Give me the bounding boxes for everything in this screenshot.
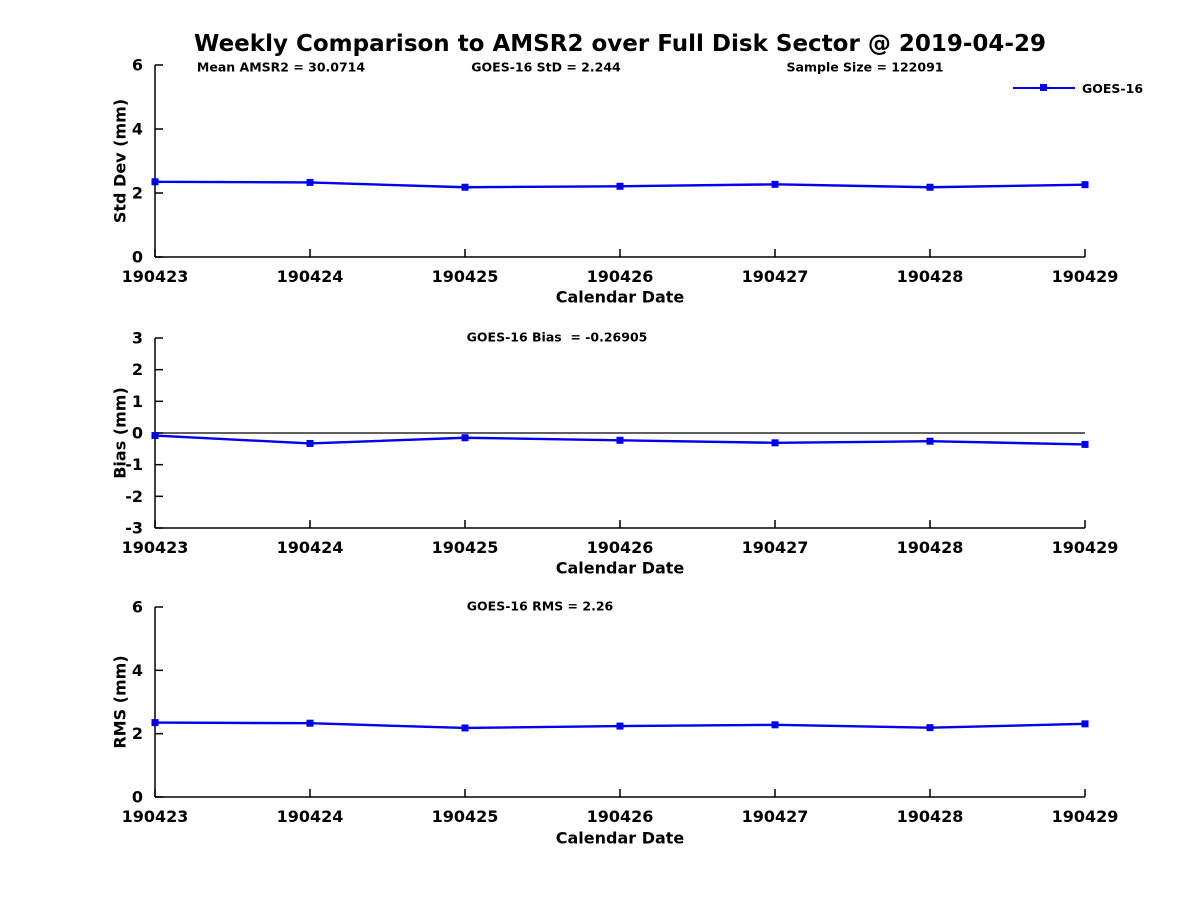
y-tick-label: 6 xyxy=(132,56,143,75)
x-tick-label: 190424 xyxy=(277,538,344,557)
x-tick-label: 190423 xyxy=(122,807,189,826)
data-point-marker xyxy=(151,719,159,727)
data-point-marker xyxy=(151,178,159,186)
data-point-marker xyxy=(461,724,469,732)
data-point-marker xyxy=(926,437,934,445)
stat-goes16-std: GOES-16 StD = 2.244 xyxy=(471,59,621,75)
data-point-marker xyxy=(151,432,159,440)
xlabel-std-dev: Calendar Date xyxy=(555,287,685,307)
legend: GOES-16 xyxy=(1013,80,1144,96)
data-point-marker xyxy=(616,182,624,190)
stat-sample-size: Sample Size = 122091 xyxy=(786,59,944,75)
x-tick-label: 190424 xyxy=(277,267,344,286)
legend-marker-icon xyxy=(1040,84,1047,92)
y-tick-label: 0 xyxy=(132,788,143,807)
stat-goes16-bias: GOES-16 Bias = -0.26905 xyxy=(466,329,648,345)
data-point-marker xyxy=(306,719,314,727)
data-point-marker xyxy=(616,722,624,730)
x-tick-label: 190428 xyxy=(897,807,964,826)
y-tick-label: 2 xyxy=(132,184,143,203)
data-point-marker xyxy=(1081,440,1089,448)
y-tick-label: -2 xyxy=(125,487,143,506)
x-tick-label: 190427 xyxy=(742,807,809,826)
y-tick-label: 4 xyxy=(132,661,143,680)
x-tick-label: 190427 xyxy=(742,267,809,286)
y-tick-label: 0 xyxy=(132,248,143,267)
stat-mean-amsr2: Mean AMSR2 = 30.0714 xyxy=(196,59,366,75)
xlabel-bias: Calendar Date xyxy=(555,558,685,578)
x-tick-label: 190423 xyxy=(122,538,189,557)
xlabel-rms: Calendar Date xyxy=(555,828,685,848)
x-tick-label: 190426 xyxy=(587,267,654,286)
figure-title: Weekly Comparison to AMSR2 over Full Dis… xyxy=(194,31,1046,57)
data-point-marker xyxy=(771,439,779,447)
y-tick-label: 0 xyxy=(132,424,143,443)
data-point-marker xyxy=(1081,181,1089,189)
x-tick-label: 190426 xyxy=(587,538,654,557)
y-tick-label: -3 xyxy=(125,519,143,538)
y-tick-label: -1 xyxy=(125,455,143,474)
legend-line-sample xyxy=(1013,84,1075,92)
data-point-marker xyxy=(771,721,779,729)
data-point-marker xyxy=(461,183,469,191)
y-tick-label: 2 xyxy=(132,724,143,743)
data-point-marker xyxy=(306,178,314,186)
data-point-marker xyxy=(461,434,469,442)
x-tick-label: 190425 xyxy=(432,267,499,286)
data-point-marker xyxy=(926,724,934,732)
data-point-marker xyxy=(306,439,314,447)
x-tick-label: 190429 xyxy=(1052,807,1119,826)
data-point-marker xyxy=(771,180,779,188)
x-tick-label: 190423 xyxy=(122,267,189,286)
y-tick-label: 3 xyxy=(132,329,143,348)
x-tick-label: 190429 xyxy=(1052,538,1119,557)
x-tick-label: 190429 xyxy=(1052,267,1119,286)
y-tick-label: 4 xyxy=(132,120,143,139)
legend-label: GOES-16 xyxy=(1082,80,1144,96)
x-tick-label: 190424 xyxy=(277,807,344,826)
stat-goes16-rms: GOES-16 RMS = 2.26 xyxy=(466,598,614,614)
y-tick-label: 6 xyxy=(132,598,143,617)
x-tick-label: 190426 xyxy=(587,807,654,826)
data-point-marker xyxy=(1081,720,1089,728)
x-tick-label: 190428 xyxy=(897,267,964,286)
data-point-marker xyxy=(616,436,624,444)
y-tick-label: 1 xyxy=(132,392,143,411)
x-tick-label: 190425 xyxy=(432,538,499,557)
x-tick-label: 190425 xyxy=(432,807,499,826)
y-tick-label: 2 xyxy=(132,360,143,379)
x-tick-label: 190427 xyxy=(742,538,809,557)
x-tick-label: 190428 xyxy=(897,538,964,557)
data-point-marker xyxy=(926,183,934,191)
